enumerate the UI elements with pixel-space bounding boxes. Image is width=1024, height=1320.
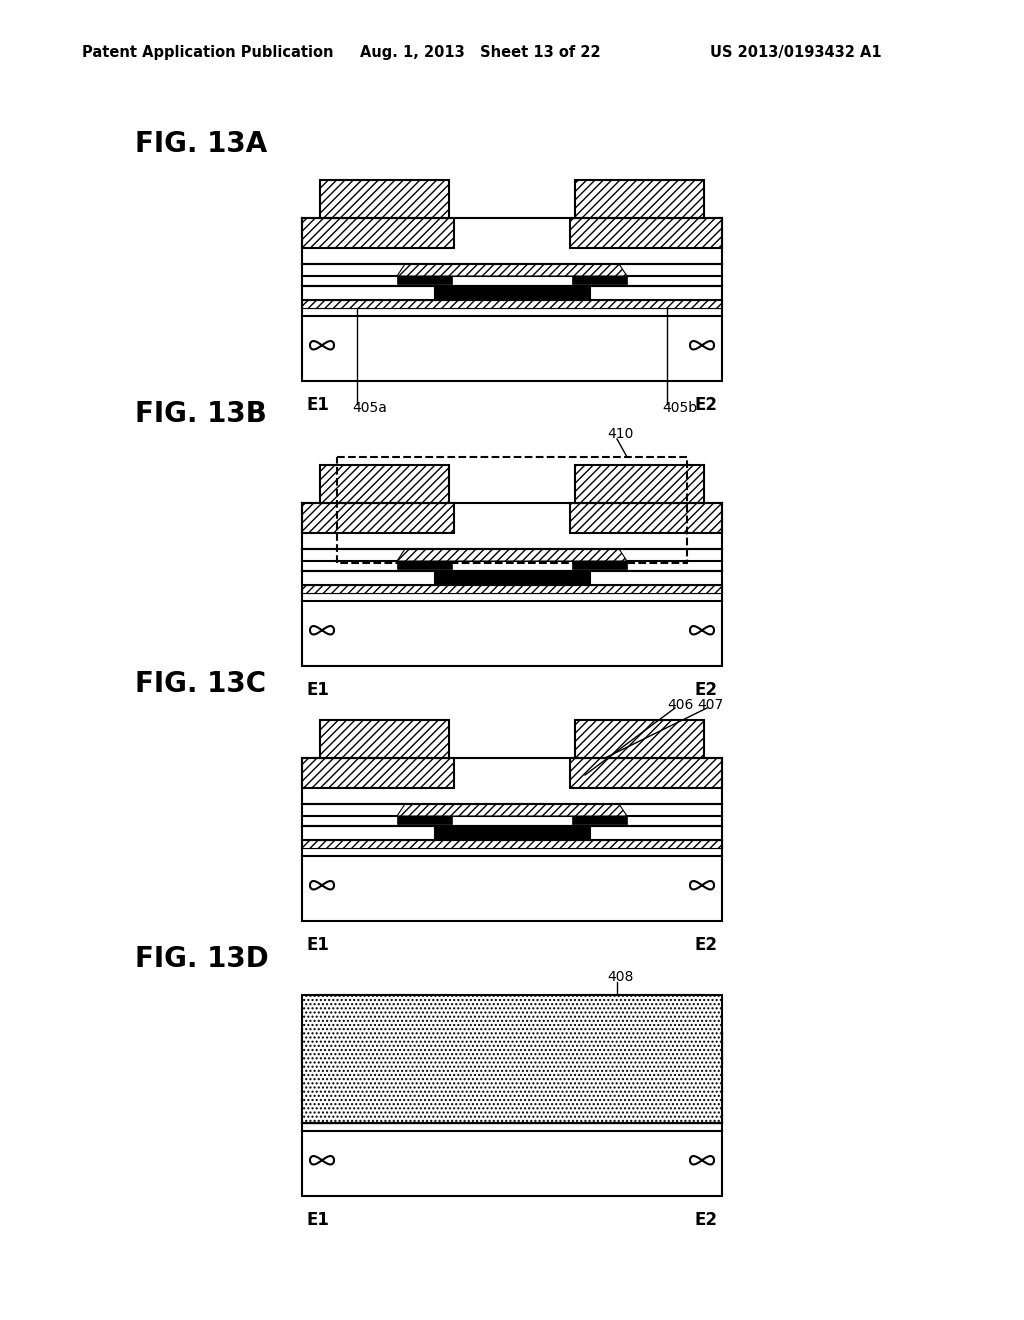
Text: Patent Application Publication: Patent Application Publication bbox=[82, 45, 334, 59]
Text: 405a: 405a bbox=[352, 401, 387, 414]
Text: E1: E1 bbox=[307, 1210, 330, 1229]
Polygon shape bbox=[397, 264, 627, 276]
Bar bbox=[572, 1092, 627, 1100]
Bar bbox=[570, 218, 722, 248]
Bar bbox=[575, 465, 705, 503]
Bar bbox=[575, 719, 705, 758]
Polygon shape bbox=[397, 549, 627, 561]
Text: E2: E2 bbox=[694, 936, 717, 954]
Bar bbox=[554, 804, 722, 816]
Text: E1: E1 bbox=[307, 936, 330, 954]
Bar bbox=[302, 995, 722, 1123]
Bar bbox=[554, 549, 722, 561]
Bar bbox=[302, 264, 470, 276]
Bar bbox=[302, 276, 722, 286]
Bar bbox=[302, 758, 454, 788]
Text: 408: 408 bbox=[607, 970, 634, 983]
Bar bbox=[554, 1078, 722, 1092]
Bar bbox=[397, 1092, 452, 1100]
Bar bbox=[319, 465, 449, 503]
Bar bbox=[397, 276, 452, 284]
Text: 410: 410 bbox=[607, 426, 634, 441]
Text: FIG. 13D: FIG. 13D bbox=[135, 945, 268, 973]
Bar bbox=[302, 1123, 722, 1196]
Text: E2: E2 bbox=[694, 1210, 717, 1229]
Bar bbox=[570, 503, 722, 533]
Bar bbox=[302, 1115, 722, 1123]
Bar bbox=[572, 561, 627, 569]
Bar bbox=[570, 758, 722, 788]
Bar bbox=[319, 995, 449, 1034]
Bar bbox=[435, 286, 590, 300]
Text: Aug. 1, 2013   Sheet 13 of 22: Aug. 1, 2013 Sheet 13 of 22 bbox=[360, 45, 601, 59]
Bar bbox=[575, 180, 705, 218]
Bar bbox=[302, 308, 722, 381]
Bar bbox=[302, 300, 722, 308]
Bar bbox=[302, 1034, 454, 1063]
Bar bbox=[302, 503, 454, 533]
Bar bbox=[302, 804, 470, 816]
Bar bbox=[302, 847, 722, 921]
Bar bbox=[435, 1101, 590, 1115]
Bar bbox=[319, 180, 449, 218]
Bar bbox=[575, 995, 705, 1034]
Bar bbox=[572, 816, 627, 824]
Text: US 2013/0193432 A1: US 2013/0193432 A1 bbox=[710, 45, 882, 59]
Text: 406: 406 bbox=[667, 698, 693, 711]
Text: E1: E1 bbox=[307, 396, 330, 414]
Bar bbox=[302, 218, 454, 248]
Bar bbox=[302, 593, 722, 667]
Bar bbox=[572, 276, 627, 284]
Polygon shape bbox=[397, 804, 627, 816]
Text: FIG. 13A: FIG. 13A bbox=[135, 129, 267, 158]
Text: E2: E2 bbox=[694, 396, 717, 414]
Bar bbox=[302, 1078, 470, 1092]
Bar bbox=[319, 719, 449, 758]
Bar bbox=[397, 561, 452, 569]
Bar bbox=[302, 1092, 722, 1101]
Bar bbox=[397, 816, 452, 824]
Bar bbox=[570, 1034, 722, 1063]
Text: FIG. 13C: FIG. 13C bbox=[135, 671, 266, 698]
Bar bbox=[302, 585, 722, 593]
Text: FIG. 13B: FIG. 13B bbox=[135, 400, 267, 428]
Text: 405b: 405b bbox=[662, 401, 697, 414]
Text: E2: E2 bbox=[694, 681, 717, 700]
Bar bbox=[435, 572, 590, 585]
Polygon shape bbox=[397, 1078, 627, 1092]
Text: 407: 407 bbox=[697, 698, 723, 711]
Bar bbox=[554, 264, 722, 276]
Bar bbox=[435, 826, 590, 840]
Bar bbox=[337, 457, 687, 564]
Bar bbox=[302, 561, 722, 572]
Bar bbox=[302, 840, 722, 847]
Text: E1: E1 bbox=[307, 681, 330, 700]
Bar bbox=[302, 549, 470, 561]
Bar bbox=[302, 816, 722, 826]
